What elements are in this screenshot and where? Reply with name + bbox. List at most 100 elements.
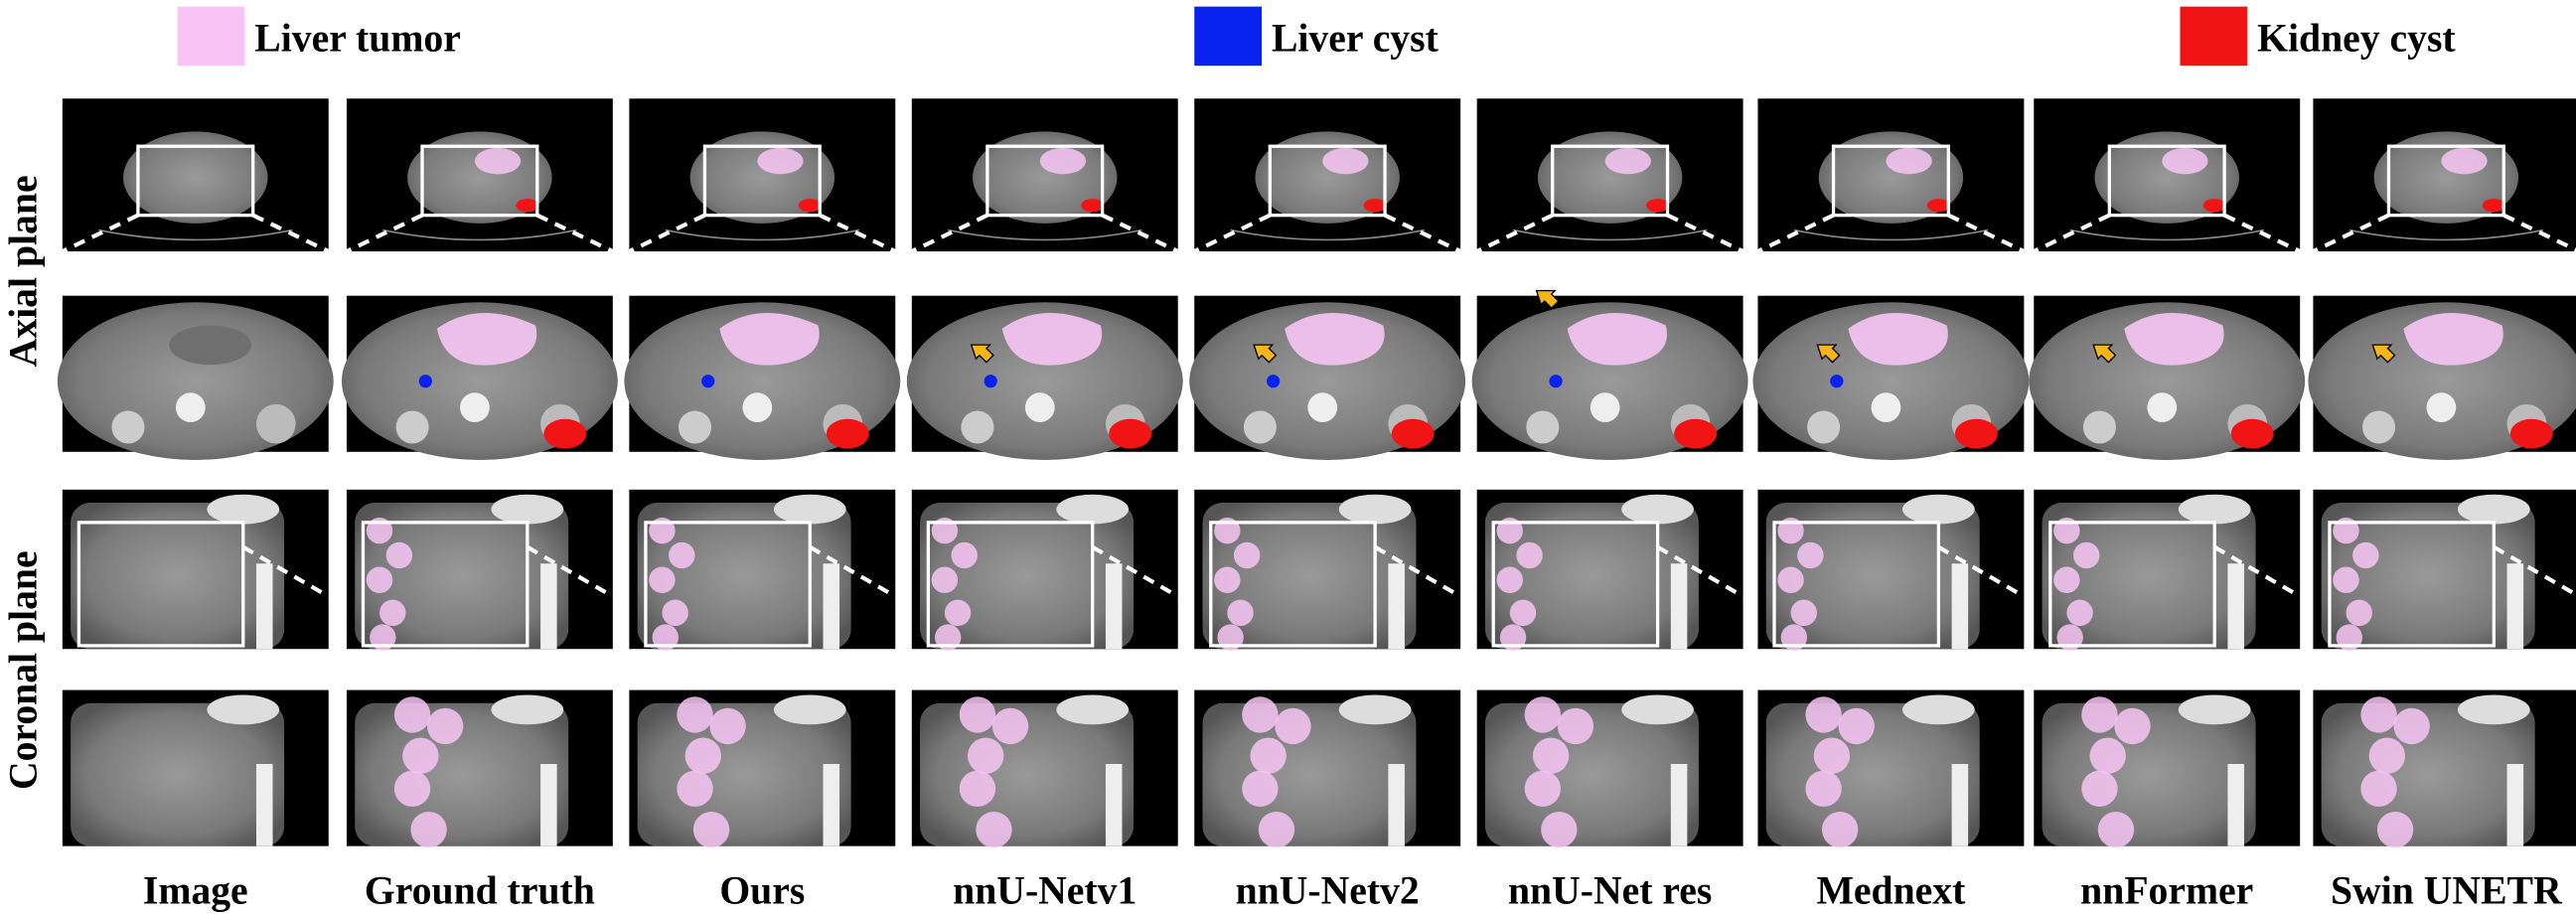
tumor <box>1524 770 1562 807</box>
ct-panel <box>906 295 1183 461</box>
kidney-cyst <box>1109 418 1152 449</box>
tumor <box>2333 566 2359 594</box>
kidney <box>1243 410 1277 444</box>
tumor <box>2097 811 2135 848</box>
spine <box>1105 563 1123 650</box>
table <box>948 228 1142 241</box>
zoom-box <box>361 521 530 648</box>
tumor <box>1805 770 1842 807</box>
tumor <box>2352 541 2379 569</box>
lung <box>2457 494 2530 525</box>
tumor <box>959 770 996 807</box>
column-label: Swin UNETR <box>2331 869 2562 913</box>
spine <box>1388 563 1405 650</box>
kidney-cyst <box>1954 418 1998 449</box>
spine <box>1388 763 1405 846</box>
tumor <box>669 541 695 569</box>
tumor <box>1813 737 1851 774</box>
spine <box>2506 763 2524 846</box>
column-label: Mednext <box>1816 869 1966 913</box>
ct-panel <box>2313 689 2576 848</box>
kidney-cyst <box>1926 199 1950 213</box>
zoom-box <box>1209 521 1377 648</box>
tumor <box>1496 517 1523 544</box>
ct-panel <box>911 689 1178 848</box>
tumor <box>1524 696 1562 733</box>
spine <box>540 563 557 650</box>
zoom-box <box>1831 144 1950 218</box>
zoom-box <box>644 521 812 648</box>
kidney-cyst <box>826 418 869 449</box>
ct-panel <box>629 689 896 848</box>
zoom-box <box>2048 521 2216 648</box>
tumor <box>366 517 393 544</box>
kidney-cyst <box>798 199 822 213</box>
body <box>123 131 268 224</box>
kidney-cyst <box>2230 418 2274 449</box>
tumor <box>1233 541 1261 569</box>
error-arrow <box>1535 289 1560 310</box>
tumor <box>1242 770 1279 807</box>
kidney-cyst <box>1391 418 1435 449</box>
table <box>1512 228 1708 241</box>
ct-panel <box>2308 295 2576 461</box>
tumor <box>2114 707 2151 745</box>
column-label: nnFormer <box>2080 869 2253 913</box>
tumor <box>1214 517 1241 544</box>
tumor <box>2403 313 2503 366</box>
kidney <box>255 403 296 444</box>
kidney <box>1807 410 1841 444</box>
tumor <box>2072 541 2100 569</box>
tumor <box>2066 599 2093 627</box>
liver-cyst <box>1267 375 1281 388</box>
zoom-lines <box>1475 213 1744 253</box>
ct-panel <box>61 98 330 253</box>
tumor <box>1285 313 1385 366</box>
spine <box>2147 392 2178 423</box>
tumor <box>2089 737 2126 774</box>
lung <box>491 494 564 525</box>
zoom-lines <box>241 544 330 599</box>
row-label: Coronal plane <box>1 550 45 790</box>
liver <box>71 503 285 650</box>
zoom-lines <box>809 544 897 599</box>
zoom-box <box>76 521 245 648</box>
spine <box>1871 392 1901 423</box>
tumor <box>393 770 431 807</box>
zoom-box <box>1268 144 1387 218</box>
tumor <box>719 313 820 366</box>
zoom-lines <box>2312 213 2576 253</box>
kidney-cyst <box>2202 199 2226 213</box>
spine <box>540 763 557 846</box>
zoom-lines <box>346 213 614 253</box>
tumor <box>1777 566 1804 594</box>
lung <box>773 494 846 525</box>
ct-panel <box>1476 489 1744 651</box>
tumor <box>931 517 959 544</box>
tumor <box>2360 696 2397 733</box>
tumor <box>968 737 1004 774</box>
column-label: Ground truth <box>365 869 595 913</box>
tumor <box>1541 811 1578 848</box>
zoom-lines <box>526 544 614 599</box>
ct-panel <box>1752 295 2030 461</box>
tumor <box>379 599 406 627</box>
kidney <box>2082 410 2116 444</box>
zoom-lines <box>2493 544 2576 597</box>
table <box>1793 228 1989 241</box>
zoom-lines <box>1374 544 1462 599</box>
liver <box>1765 702 1980 846</box>
tumor <box>931 566 959 594</box>
spine <box>1590 392 1620 423</box>
lung <box>1901 694 1975 725</box>
liver <box>1484 503 1699 650</box>
tumor <box>709 707 746 745</box>
tumor <box>2333 517 2359 544</box>
tumor <box>959 696 996 733</box>
kidney <box>961 410 994 444</box>
tumor <box>1001 313 1103 366</box>
legend-swatch <box>2180 6 2248 67</box>
ct-panel <box>1475 98 1744 253</box>
ct-panel <box>62 489 330 650</box>
